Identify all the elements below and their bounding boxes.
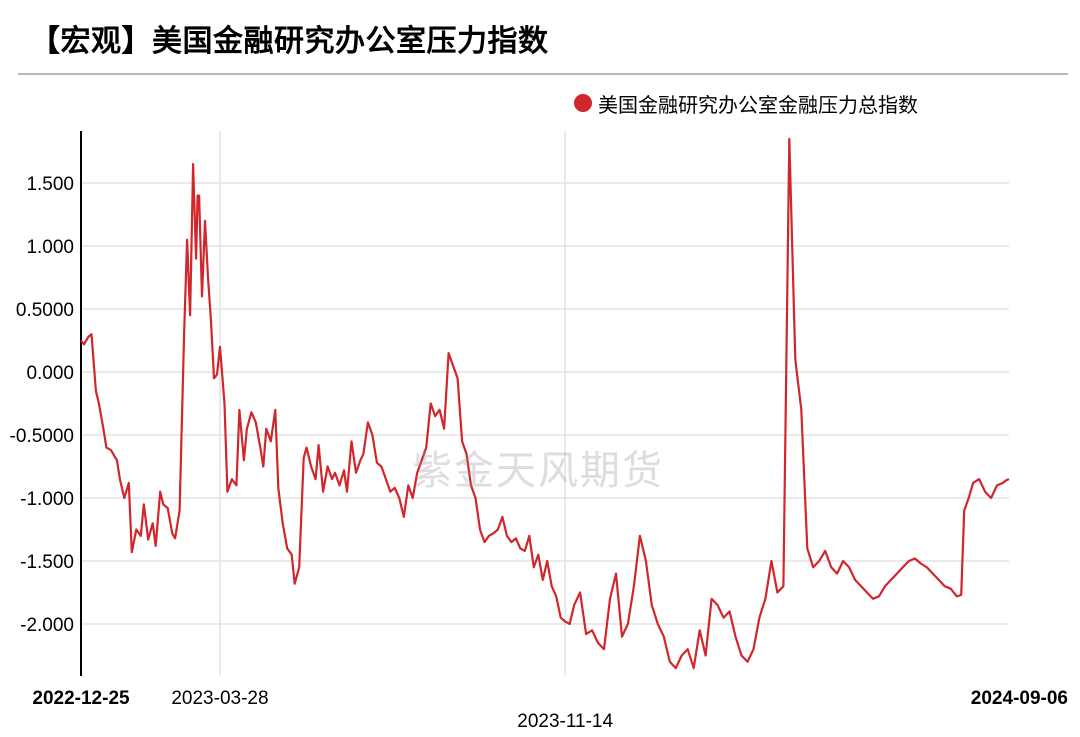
x-tick-label: 2022-12-25 [32,688,130,709]
y-axis-ticks: 1.500 1.000 0.5000 0.000 -0.5000 -1.000 -1.500… [10,174,74,636]
y-tick-label: 1.000 [26,237,74,258]
x-axis-ticks: 2022-12-25 2023-03-28 2023-11-14 2024-09-06 [32,688,1068,732]
y-tick-label: -1.500 [20,552,74,573]
y-tick-label: 0.000 [26,363,74,384]
chart-title: 【宏观】美国金融研究办公室压力指数 [30,24,549,59]
series-line [80,137,1010,670]
x-tick-label: 2023-11-14 [517,711,613,732]
chart-legend: 美国金融研究办公室金融压力总指数 [574,90,918,117]
legend-label: 美国金融研究办公室金融压力总指数 [598,92,918,117]
x-tick-label: 2023-03-28 [171,688,268,709]
title-divider [18,73,1068,75]
y-tick-label: 1.500 [26,174,74,195]
x-tick-label: 2024-09-06 [971,688,1068,709]
grid-lines [81,131,1009,676]
y-tick-label: -2.000 [20,615,74,636]
y-tick-label: -1.000 [20,489,74,510]
legend-marker [574,94,592,112]
y-tick-label: -0.5000 [10,426,74,447]
y-tick-label: 0.5000 [16,300,74,321]
watermark: 紫金天风期货 [412,448,664,494]
